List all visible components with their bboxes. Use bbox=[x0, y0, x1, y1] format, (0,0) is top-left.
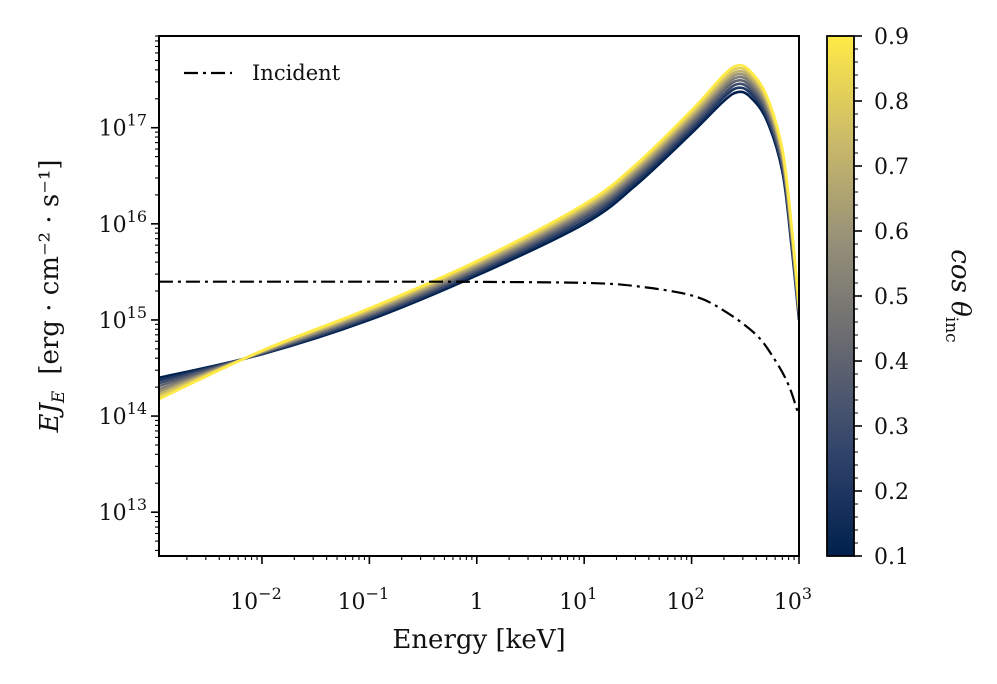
svg-text:cos θinc: cos θinc bbox=[941, 249, 975, 342]
x-tick-label-5: 102 bbox=[666, 584, 704, 615]
colorbar-label-subscript: inc bbox=[941, 317, 961, 343]
svg-text:EJE[erg · cm⁻² · s⁻¹]: EJE [erg · cm⁻² · s⁻¹] bbox=[35, 159, 69, 433]
x-tick-label-2: 10−1 bbox=[338, 584, 390, 615]
incident-line bbox=[159, 280, 799, 417]
colorbar-tick-label-4: 0.4 bbox=[874, 350, 909, 375]
y-axis-label-symbol: EJ bbox=[35, 402, 65, 434]
x-axis-ticks: 10−2 10−1 1 101 102 103 bbox=[186, 556, 812, 615]
colorbar-tick-label-8: 0.8 bbox=[874, 90, 909, 115]
colorbar-tick-label-5: 0.5 bbox=[874, 285, 909, 310]
series-line-9 bbox=[159, 63, 799, 401]
plot-frame bbox=[158, 35, 800, 557]
y-tick-label-5: 1017 bbox=[99, 111, 147, 142]
colorbar-tick-label-7: 0.7 bbox=[874, 155, 909, 180]
x-tick-label-6: 103 bbox=[774, 584, 812, 615]
y-axis-ticks: 1013 1014 1015 1016 1017 bbox=[99, 35, 159, 551]
y-axis-label: EJE [erg · cm⁻² · s⁻¹] bbox=[35, 159, 69, 433]
x-tick-label-3: 1 bbox=[470, 590, 484, 615]
x-tick-label-4: 101 bbox=[559, 584, 597, 615]
colorbar-ticks: 0.1 0.2 0.3 0.4 0.5 0.6 0.7 0.8 0.9 bbox=[854, 25, 909, 570]
y-axis-label-subscript: E bbox=[49, 390, 69, 404]
y-tick-label-1: 1013 bbox=[99, 495, 147, 526]
x-tick-label-1: 10−2 bbox=[230, 584, 282, 615]
colorbar-label: cos θinc bbox=[941, 249, 975, 342]
colorbar-tick-label-6: 0.6 bbox=[874, 220, 909, 245]
main-plot: 10−2 10−1 1 101 102 103 1013 1014 1015 1016 1017 bbox=[99, 35, 812, 615]
colorbar: 0.1 0.2 0.3 0.4 0.5 0.6 0.7 0.8 0.9 cos θinc bbox=[826, 25, 975, 570]
colorbar-gradient bbox=[827, 36, 854, 556]
colorbar-tick-label-1: 0.1 bbox=[874, 545, 909, 570]
y-tick-label-3: 1015 bbox=[99, 303, 147, 334]
legend: Incident bbox=[184, 61, 341, 85]
y-tick-label-4: 1016 bbox=[99, 207, 147, 238]
colorbar-tick-label-9: 0.9 bbox=[874, 25, 909, 50]
legend-incident-label: Incident bbox=[252, 61, 341, 85]
colorbar-tick-label-2: 0.2 bbox=[874, 480, 909, 505]
x-axis-label: Energy [keV] bbox=[392, 625, 565, 655]
colorbar-label-main: cos θ bbox=[945, 249, 975, 317]
colorbar-tick-label-3: 0.3 bbox=[874, 415, 909, 440]
series-group bbox=[159, 63, 799, 401]
y-tick-label-2: 1014 bbox=[99, 399, 147, 430]
y-axis-label-units: [erg · cm⁻² · s⁻¹] bbox=[35, 159, 65, 374]
